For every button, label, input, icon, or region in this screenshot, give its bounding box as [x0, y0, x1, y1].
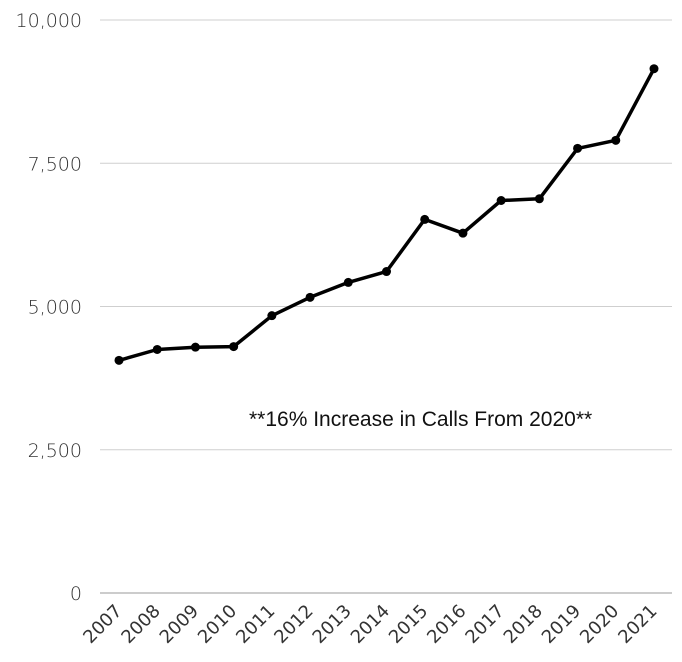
data-point: [420, 214, 430, 224]
x-tick-label: 2010: [194, 601, 241, 648]
data-point: [343, 277, 353, 287]
data-point: [573, 143, 583, 153]
data-point: [649, 64, 659, 74]
y-tick-label: 7,500: [28, 153, 82, 175]
x-tick-label: 2012: [270, 601, 317, 648]
data-points: [114, 64, 659, 365]
x-tick-label: 2018: [500, 601, 547, 648]
y-axis-ticks: 0 2,500 5,000 7,500 10,000: [16, 10, 82, 605]
y-tick-label: 2,500: [28, 440, 82, 462]
x-tick-label: 2016: [423, 601, 470, 648]
x-tick-label: 2008: [118, 601, 165, 648]
y-tick-label: 10,000: [16, 10, 82, 32]
data-point: [534, 194, 544, 204]
data-point: [190, 342, 200, 352]
y-tick-label: 0: [70, 583, 82, 605]
x-tick-label: 2017: [461, 601, 508, 648]
x-tick-label: 2020: [576, 601, 623, 648]
data-point: [611, 135, 621, 145]
y-tick-label: 5,000: [28, 297, 82, 319]
grid-lines: [100, 19, 672, 594]
x-tick-label: 2009: [156, 601, 203, 648]
data-point: [496, 195, 506, 205]
x-tick-label: 2021: [614, 601, 661, 648]
data-point: [382, 267, 391, 277]
series-line: [117, 66, 656, 363]
x-axis-ticks: 2007200820092010201120122013201420152016…: [79, 601, 661, 648]
x-tick-label: 2013: [309, 601, 356, 648]
data-point: [267, 311, 277, 321]
data-point: [305, 292, 315, 302]
x-tick-label: 2015: [385, 601, 432, 648]
data-point: [114, 355, 124, 365]
x-tick-label: 2011: [232, 601, 279, 648]
chart-annotation: **16% Increase in Calls From 2020**: [249, 408, 592, 431]
x-tick-label: 2019: [538, 601, 585, 648]
data-point: [229, 342, 239, 352]
x-tick-label: 2014: [347, 601, 394, 648]
data-point: [458, 228, 468, 238]
x-tick-label: 2007: [79, 601, 126, 648]
data-point: [152, 344, 162, 354]
